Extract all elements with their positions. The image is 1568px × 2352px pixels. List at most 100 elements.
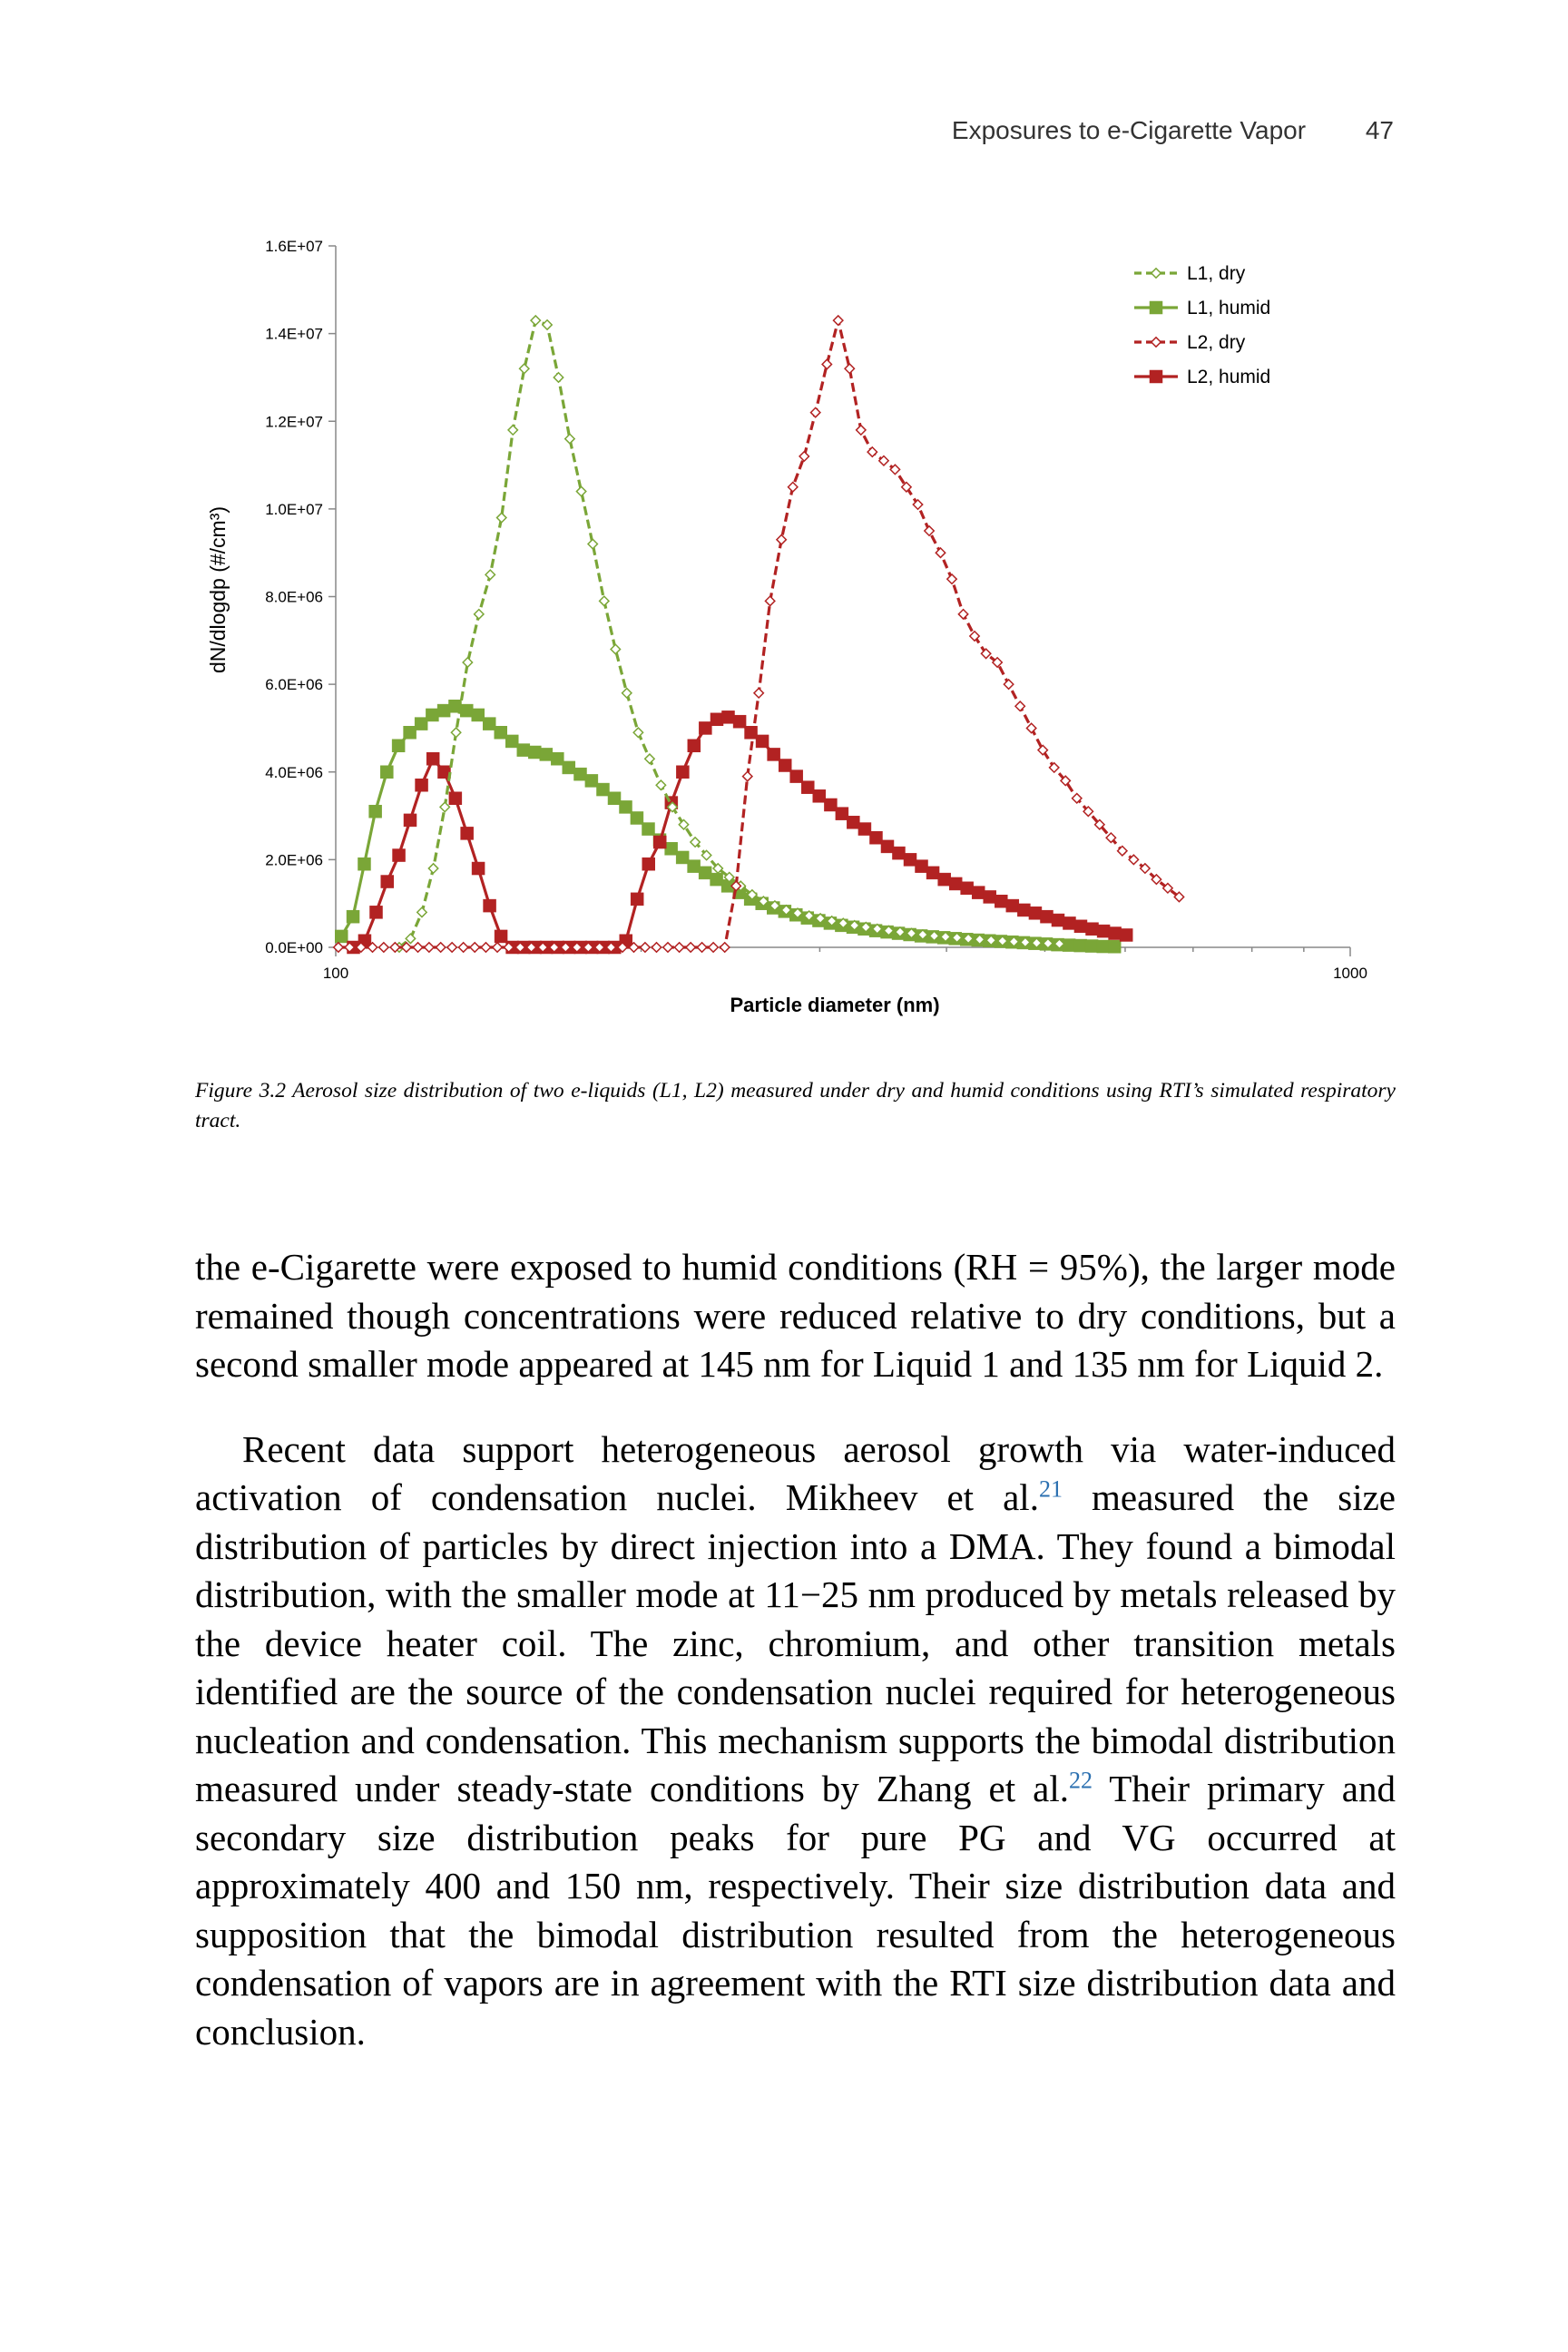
data-point xyxy=(1025,722,1037,734)
data-point xyxy=(1063,916,1076,930)
data-point xyxy=(491,941,504,954)
data-point xyxy=(867,446,878,458)
data-point xyxy=(1083,805,1094,818)
data-point xyxy=(462,656,474,669)
data-point xyxy=(405,933,416,945)
legend-label: L1, dry xyxy=(1187,263,1246,284)
data-point xyxy=(826,915,838,927)
data-point xyxy=(380,765,394,779)
page-number: 47 xyxy=(1365,116,1394,144)
data-point xyxy=(412,941,424,954)
data-point xyxy=(894,926,906,938)
legend-label: L1, humid xyxy=(1187,298,1270,318)
data-point xyxy=(448,791,463,805)
data-point xyxy=(482,717,496,730)
data-point xyxy=(619,800,632,814)
data-point xyxy=(791,907,804,919)
data-point xyxy=(583,941,594,954)
data-point xyxy=(801,780,815,794)
data-point xyxy=(775,534,788,545)
data-point xyxy=(730,880,742,892)
data-point xyxy=(586,538,599,550)
data-point xyxy=(1107,940,1122,954)
data-point xyxy=(900,481,913,493)
y-tick-label: 6.0E+06 xyxy=(265,676,323,693)
data-point xyxy=(616,941,629,954)
data-point xyxy=(946,573,958,585)
data-point xyxy=(651,941,662,954)
data-point xyxy=(415,778,428,792)
data-point xyxy=(707,941,720,954)
data-point xyxy=(892,846,906,860)
data-point xyxy=(991,656,1004,669)
data-point xyxy=(696,941,708,954)
series-l2-humid xyxy=(347,710,1133,955)
data-point xyxy=(678,818,690,830)
aerosol-size-chart: 0.0E+00 2.0E+06 4.0E+06 6.0E+06 8.0E+06 1.0E+… xyxy=(206,238,1367,1016)
data-point xyxy=(835,807,849,820)
data-point xyxy=(666,801,679,813)
data-point xyxy=(643,752,656,765)
data-point xyxy=(518,363,531,375)
data-point xyxy=(450,727,462,739)
data-point xyxy=(871,923,884,935)
data-point xyxy=(912,498,924,511)
y-axis-label: dN/dlogdp (#/cm³) xyxy=(206,506,230,673)
data-point xyxy=(838,917,849,929)
citation-21[interactable]: 21 xyxy=(1038,1475,1063,1503)
x-tick-label: 1000 xyxy=(1333,965,1367,982)
legend-label: L2, dry xyxy=(1187,332,1246,353)
data-point xyxy=(403,726,416,740)
data-point xyxy=(673,941,685,954)
data-point xyxy=(877,455,890,466)
data-point xyxy=(1005,898,1020,913)
data-point xyxy=(758,896,769,907)
data-point xyxy=(642,857,655,871)
data-point xyxy=(506,424,519,436)
data-point xyxy=(423,941,436,954)
series-line-l2-dry xyxy=(338,318,1181,949)
data-point xyxy=(367,941,378,954)
data-point xyxy=(1151,873,1162,886)
data-point xyxy=(859,921,872,934)
data-point xyxy=(630,811,644,825)
y-tick-label: 0.0E+00 xyxy=(265,939,323,956)
data-point xyxy=(483,898,496,913)
legend-entry-l1-dry: L1, dry xyxy=(1134,263,1246,284)
data-point xyxy=(906,927,917,939)
data-point xyxy=(528,745,542,760)
y-tick-label: 2.0E+06 xyxy=(265,851,323,868)
data-point xyxy=(536,941,549,954)
data-point xyxy=(484,569,496,581)
data-point xyxy=(971,886,985,899)
series-l1-humid xyxy=(335,700,1122,954)
citation-22[interactable]: 22 xyxy=(1068,1767,1093,1794)
data-point xyxy=(832,314,844,327)
data-point xyxy=(926,866,940,880)
series-line-l1-dry xyxy=(398,318,1060,949)
data-point xyxy=(1128,854,1140,866)
data-point xyxy=(553,371,564,384)
data-point xyxy=(1028,906,1043,920)
data-point xyxy=(1008,936,1020,947)
data-point xyxy=(368,804,382,818)
data-point xyxy=(732,714,747,729)
data-point xyxy=(389,941,401,954)
chart-series xyxy=(332,314,1185,955)
data-point xyxy=(548,941,561,954)
y-tick-label: 1.2E+07 xyxy=(265,413,323,430)
data-point xyxy=(525,941,537,954)
y-tick-label: 4.0E+06 xyxy=(265,764,323,781)
data-point xyxy=(564,433,576,445)
data-point xyxy=(1059,775,1072,787)
data-point xyxy=(767,748,780,761)
data-point xyxy=(1014,701,1026,712)
data-point xyxy=(1084,939,1099,953)
data-point xyxy=(821,358,833,370)
legend-entry-l2-dry: L2, dry xyxy=(1134,332,1246,353)
data-point xyxy=(539,748,554,761)
data-point xyxy=(1161,882,1174,895)
data-point xyxy=(503,941,514,954)
data-point xyxy=(1017,903,1031,917)
data-point xyxy=(799,450,810,463)
